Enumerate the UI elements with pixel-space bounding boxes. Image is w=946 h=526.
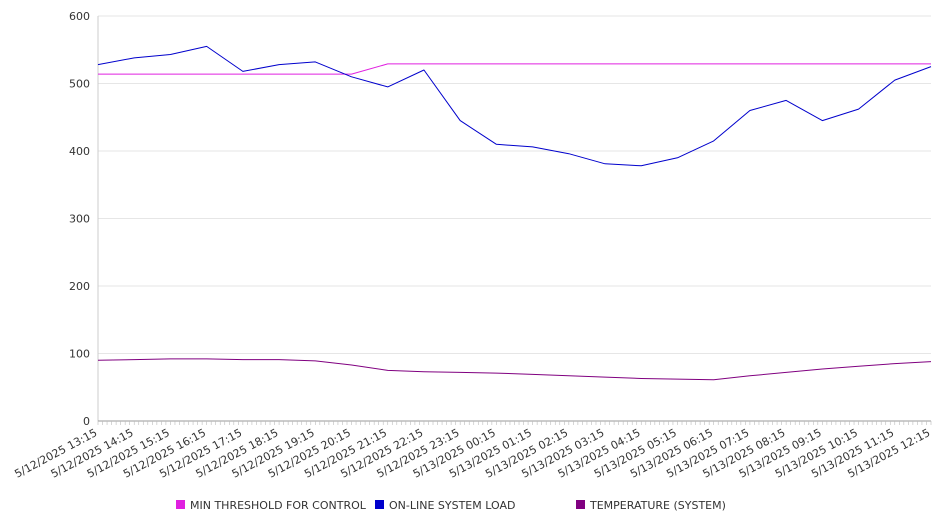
y-tick-label: 300: [69, 213, 90, 226]
y-tick-label: 500: [69, 78, 90, 91]
x-tick-labels: 5/12/2025 13:155/12/2025 14:155/12/2025 …: [12, 426, 932, 480]
y-tick-label: 200: [69, 280, 90, 293]
legend-label: MIN THRESHOLD FOR CONTROL: [190, 499, 367, 512]
y-tick-label: 0: [83, 415, 90, 428]
series-line-2: [97, 45, 932, 167]
axes: [97, 16, 932, 425]
legend-swatch: [176, 500, 185, 509]
series-line-1: [98, 63, 931, 75]
y-tick-labels: 0 100 200 300 400 500 600: [69, 10, 90, 428]
legend-swatch: [375, 500, 384, 509]
y-tick-label: 600: [69, 10, 90, 23]
legend-label: TEMPERATURE (SYSTEM): [589, 499, 726, 512]
series-lines: [97, 45, 932, 381]
y-tick-label: 100: [69, 348, 90, 361]
y-tick-label: 400: [69, 145, 90, 158]
legend-label: ON-LINE SYSTEM LOAD: [389, 499, 515, 512]
series-line-3: [97, 358, 932, 381]
legend-swatch: [576, 500, 585, 509]
grid-lines: [98, 15, 931, 354]
legend: MIN THRESHOLD FOR CONTROL ON-LINE SYSTEM …: [176, 499, 726, 512]
